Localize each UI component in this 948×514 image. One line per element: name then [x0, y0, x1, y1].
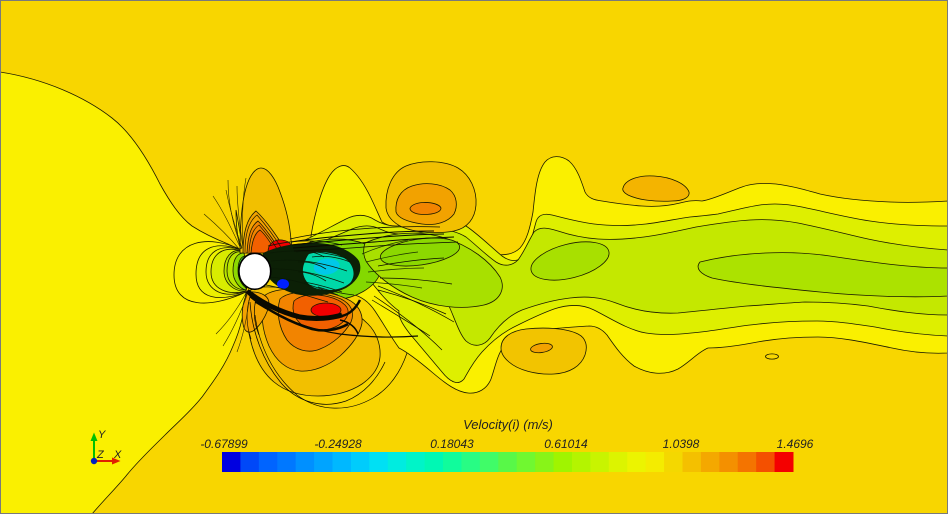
svg-text:1.0398: 1.0398 [663, 437, 700, 451]
svg-text:Z: Z [96, 449, 105, 461]
svg-text:X: X [113, 449, 122, 461]
svg-text:Y: Y [98, 429, 106, 441]
svg-text:0.18043: 0.18043 [430, 437, 474, 451]
svg-text:-0.24928: -0.24928 [314, 437, 362, 451]
svg-text:-0.67899: -0.67899 [200, 437, 248, 451]
svg-text:1.4696: 1.4696 [777, 437, 814, 451]
svg-text:0.61014: 0.61014 [544, 437, 588, 451]
svg-text:Velocity(i) (m/s): Velocity(i) (m/s) [463, 417, 553, 432]
